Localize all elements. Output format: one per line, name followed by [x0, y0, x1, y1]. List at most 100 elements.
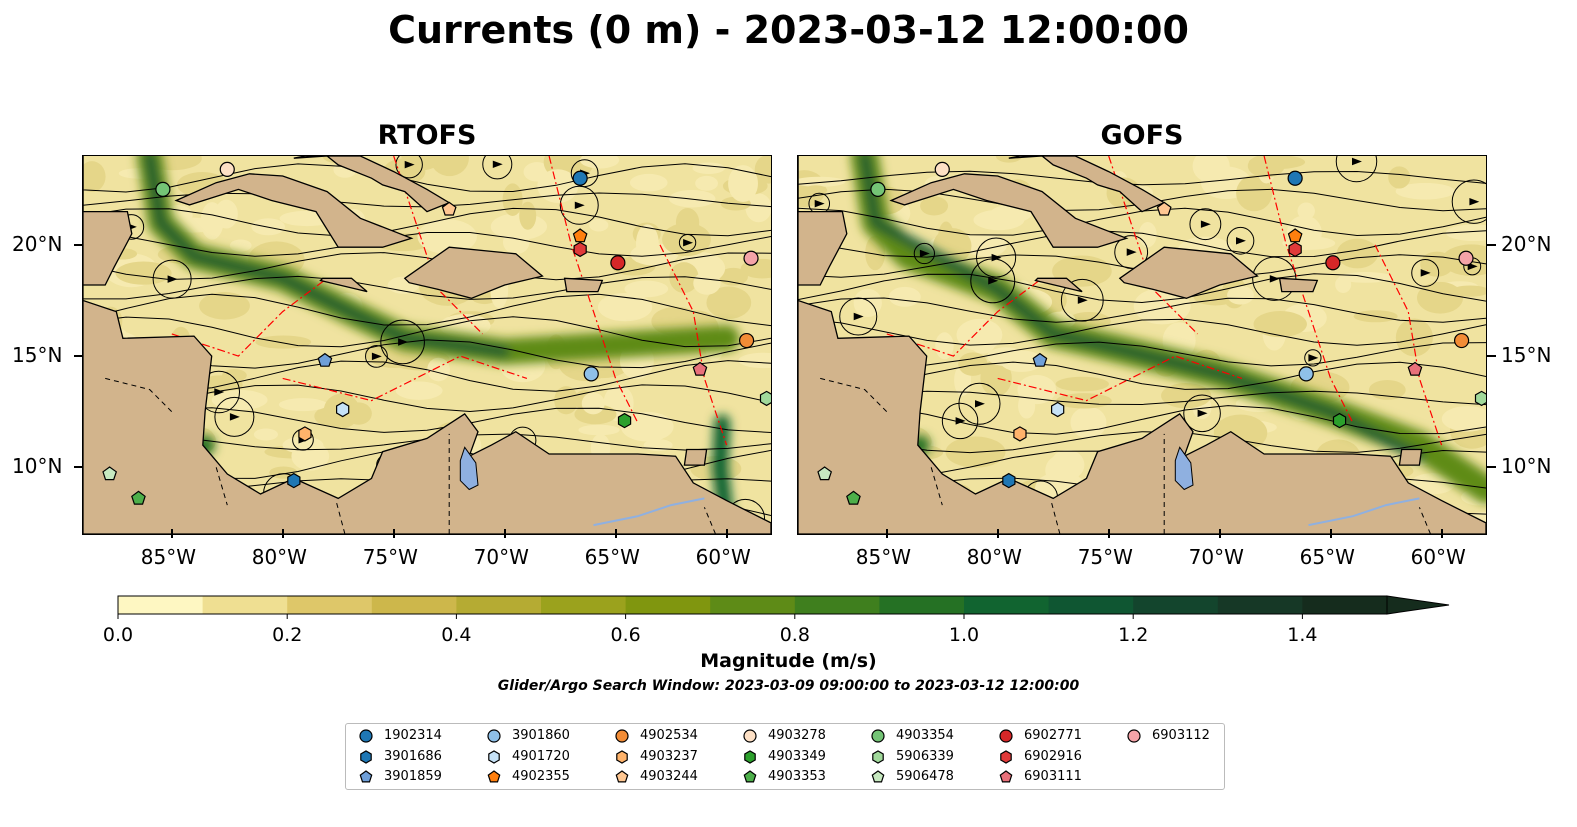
platform-marker [336, 401, 350, 418]
lon-tick-label: 85°W [855, 545, 911, 569]
lon-tick-label: 60°W [695, 545, 751, 569]
platform-marker [692, 361, 708, 376]
lake-maracaibo [1174, 446, 1194, 491]
colorbar-tick-label: 1.2 [1118, 624, 1149, 646]
legend-label: 4903244 [640, 769, 698, 784]
gofs-current-map [797, 155, 1487, 535]
legend-label: 4903278 [768, 728, 826, 743]
platform-marker [573, 241, 587, 258]
legend-marker [360, 749, 372, 764]
legend-label: 4903237 [640, 748, 698, 764]
platform-marker [317, 352, 333, 367]
lat-tick-mark [74, 466, 83, 469]
colorbar-tick-label: 0.0 [102, 624, 134, 646]
lon-tick-mark [392, 529, 395, 538]
platform-marker [1013, 426, 1027, 442]
lon-tick-label: 75°W [362, 545, 418, 569]
lon-tick-mark [1107, 529, 1110, 538]
colorbar-segment [371, 596, 457, 614]
colorbar-segment [794, 596, 880, 614]
colorbar-segment [541, 596, 627, 614]
lon-tick-mark [1218, 529, 1221, 538]
lon-tick-mark [1329, 529, 1332, 538]
lake-maracaibo [459, 446, 479, 491]
colorbar-label: Magnitude (m/s) [700, 650, 877, 672]
platform-marker [817, 466, 833, 481]
platform-marker [1287, 170, 1303, 186]
country-borders [820, 377, 1431, 534]
colorbar-segment [879, 596, 965, 614]
legend-marker [743, 729, 757, 743]
eez-boundaries [171, 156, 728, 446]
legend-marker [744, 749, 756, 764]
legend-label: 4903354 [896, 728, 954, 743]
platform-marker [1453, 332, 1470, 349]
platform-marker [102, 466, 118, 481]
lon-tick-mark [885, 529, 888, 538]
legend-marker [871, 770, 885, 783]
lon-tick-mark [281, 529, 284, 538]
lat-tick-label: 10°N [1501, 454, 1552, 479]
platform-marker [572, 228, 588, 243]
colorbar-tick-label: 1.4 [1287, 624, 1318, 646]
platform-marker [617, 412, 632, 429]
lon-tick-mark [170, 529, 173, 538]
platform-marker [1051, 401, 1065, 418]
colorbar-segment [1048, 596, 1134, 614]
colorbar-segment [1217, 596, 1303, 614]
colorbar-tick-label: 0.8 [779, 624, 810, 646]
lat-tick-mark [1487, 243, 1496, 246]
lat-tick-label: 20°N [1501, 231, 1552, 256]
legend-marker [359, 729, 373, 743]
platform-marker [1002, 472, 1016, 489]
legend-marker [872, 749, 884, 764]
platform-marker [1332, 412, 1347, 429]
colorbar-segment [964, 596, 1050, 614]
legend-marker [871, 729, 885, 743]
lon-tick-label: 80°W [966, 545, 1022, 569]
colorbar-tick-label: 0.2 [272, 624, 303, 646]
legend-label: 5906478 [896, 769, 954, 784]
legend-label: 4903353 [768, 769, 826, 784]
platform-marker [1287, 228, 1303, 243]
legend-marker [616, 749, 628, 764]
platform-marker [1032, 352, 1048, 367]
legend-label: 3901860 [512, 728, 570, 743]
search-window-caption: Glider/Argo Search Window: 2023-03-09 09… [497, 678, 1080, 694]
figure-title: Currents (0 m) - 2023-03-12 12:00:00 [388, 8, 1189, 52]
orinoco-river [593, 497, 705, 527]
legend-label: 4901720 [512, 748, 570, 764]
lat-tick-mark [1487, 466, 1496, 469]
colorbar-outline [117, 595, 1388, 615]
lat-tick-mark [1487, 355, 1496, 358]
orinoco-river [1308, 497, 1420, 527]
platform-marker [441, 201, 457, 216]
colorbar-segment [1133, 596, 1219, 614]
legend-marker [615, 729, 629, 743]
colorbar-tick-label: 0.4 [441, 624, 472, 646]
lon-tick-label: 85°W [140, 545, 196, 569]
colorbar-segment [625, 596, 711, 614]
lon-tick-mark [614, 529, 617, 538]
legend-marker [488, 749, 500, 764]
lat-tick-label: 20°N [12, 231, 63, 256]
legend-label: 5906339 [896, 748, 954, 764]
platform-marker [870, 181, 886, 197]
colorbar-extend-arrow [1386, 595, 1450, 615]
platform-marker [219, 161, 235, 177]
platform-marker [572, 170, 588, 186]
platform-marker [1298, 366, 1314, 382]
lon-tick-label: 60°W [1410, 545, 1466, 569]
lat-tick-mark [74, 243, 83, 246]
platform-marker [1325, 255, 1341, 271]
legend-marker [999, 770, 1013, 783]
platform-marker [846, 490, 861, 505]
colorbar-tick-label: 1.0 [948, 624, 980, 646]
colorbar-segment [202, 596, 288, 614]
platform-legend: 1902314 3901686 3901859 3901860 4901720 49023… [345, 723, 1225, 790]
colorbar-segment [287, 596, 373, 614]
colorbar [117, 595, 1450, 619]
legend-label: 3901859 [384, 769, 442, 784]
lat-tick-label: 15°N [1501, 343, 1552, 368]
colorbar-segment [118, 596, 204, 614]
